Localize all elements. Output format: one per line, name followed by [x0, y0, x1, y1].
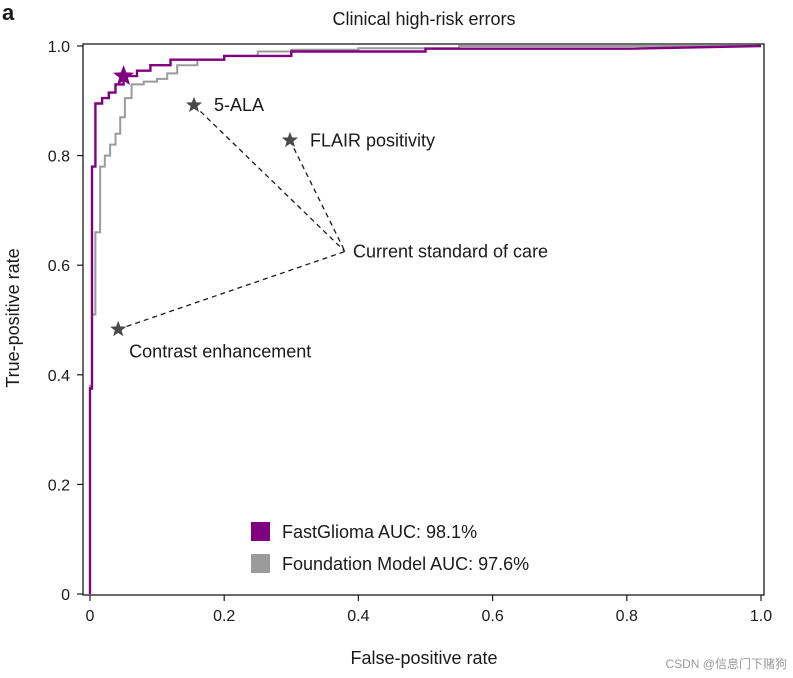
annotation-label: 5-ALA — [214, 95, 264, 115]
y-tick-label: 0 — [61, 587, 70, 604]
annotation-star-icon — [281, 131, 298, 148]
axis-ticks: 0 0.2 0.4 0.6 0.8 1.0 0 0.2 0.4 0.6 0.8 1.0 — [48, 39, 772, 625]
annotation-label: FLAIR positivity — [310, 130, 435, 150]
x-tick-label: 1.0 — [750, 608, 772, 625]
annotation-star-icon — [110, 320, 127, 337]
watermark: CSDN @信息门下赌狗 — [665, 656, 787, 671]
annotations: Current standard of care 5-ALA FLAIR posit… — [110, 65, 548, 361]
legend-label-foundation-model: Foundation Model AUC: 97.6% — [282, 554, 529, 574]
annotation-label: Contrast enhancement — [129, 341, 311, 361]
x-tick-label: 0.2 — [213, 608, 235, 625]
annotation-connector — [289, 139, 346, 252]
legend: FastGlioma AUC: 98.1% Foundation Model A… — [251, 522, 529, 574]
hub-label: Current standard of care — [353, 242, 548, 262]
x-tick-label: 0.6 — [481, 608, 503, 625]
series-line-fastglioma — [88, 44, 762, 594]
series-line-foundation-model — [89, 45, 761, 594]
legend-swatch-foundation-model — [251, 554, 270, 573]
x-tick-label: 0 — [86, 608, 95, 625]
operating-point-star-icon — [113, 65, 134, 85]
x-tick-label: 0.8 — [616, 608, 638, 625]
y-tick-label: 0.4 — [48, 368, 70, 385]
plot-area — [88, 44, 762, 594]
annotation-star-icon — [185, 96, 203, 113]
y-tick-label: 0.2 — [48, 477, 70, 494]
annotation-connector — [117, 250, 346, 330]
x-tick-label: 0.4 — [347, 608, 369, 625]
y-tick-label: 0.6 — [48, 258, 70, 275]
y-tick-label: 1.0 — [48, 39, 70, 56]
chart-title: Clinical high-risk errors — [332, 9, 515, 29]
legend-swatch-fastglioma — [251, 522, 270, 541]
x-axis-label: False-positive rate — [350, 648, 497, 668]
legend-label-fastglioma: FastGlioma AUC: 98.1% — [282, 522, 477, 542]
y-tick-label: 0.8 — [48, 149, 70, 166]
annotation-connector — [193, 104, 346, 252]
y-axis-label: True-positive rate — [3, 248, 23, 387]
plot-frame — [82, 43, 765, 596]
panel-label: a — [2, 0, 15, 25]
